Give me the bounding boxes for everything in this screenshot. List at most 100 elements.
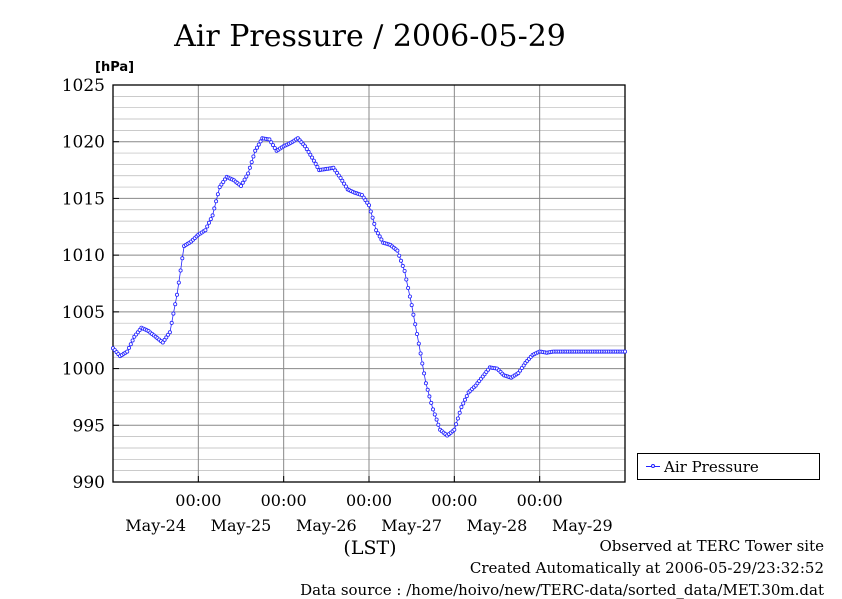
data-point bbox=[210, 213, 215, 218]
data-point bbox=[395, 248, 400, 253]
x-tick-label: 00:00 bbox=[346, 491, 392, 510]
data-point bbox=[425, 387, 430, 392]
data-point bbox=[246, 171, 251, 176]
footer-site: Observed at TERC Tower site bbox=[599, 537, 824, 555]
data-point bbox=[244, 174, 249, 179]
data-point bbox=[256, 142, 261, 147]
data-point bbox=[212, 206, 217, 211]
chart-title: Air Pressure / 2006-05-29 bbox=[173, 19, 566, 54]
data-point bbox=[343, 184, 348, 189]
data-point bbox=[269, 140, 274, 145]
x-day-label: May-29 bbox=[552, 516, 613, 535]
data-point bbox=[418, 351, 423, 356]
data-point bbox=[272, 145, 277, 150]
footer-created: Created Automatically at 2006-05-29/23:3… bbox=[469, 559, 824, 577]
y-tick-label: 1000 bbox=[62, 360, 105, 380]
legend: Air Pressure bbox=[637, 453, 820, 480]
data-point bbox=[427, 394, 432, 399]
data-point bbox=[238, 183, 243, 188]
footer-source: Data source : /home/hoivo/new/TERC-data/… bbox=[300, 581, 824, 599]
data-point bbox=[169, 320, 174, 325]
legend-marker-symbol bbox=[651, 464, 655, 468]
data-point bbox=[171, 311, 176, 316]
x-day-label: May-28 bbox=[467, 516, 528, 535]
data-point bbox=[240, 180, 245, 185]
y-tick-label: 1005 bbox=[62, 303, 105, 323]
data-point bbox=[414, 331, 419, 336]
data-point bbox=[311, 158, 316, 163]
data-point bbox=[306, 149, 311, 154]
data-point bbox=[372, 221, 377, 226]
data-point bbox=[422, 371, 427, 376]
data-point bbox=[377, 234, 382, 239]
data-point bbox=[459, 405, 464, 410]
data-point bbox=[398, 258, 403, 263]
data-point bbox=[370, 215, 375, 220]
data-point bbox=[215, 192, 220, 197]
data-point bbox=[400, 263, 405, 268]
data-point bbox=[173, 302, 178, 307]
data-point bbox=[518, 368, 523, 373]
data-point bbox=[206, 220, 211, 225]
x-day-label: May-27 bbox=[381, 516, 442, 535]
data-point bbox=[180, 256, 185, 261]
data-point bbox=[331, 165, 336, 170]
data-point bbox=[434, 417, 439, 422]
data-point bbox=[366, 203, 371, 208]
data-point bbox=[623, 349, 628, 354]
data-point bbox=[340, 178, 345, 183]
data-point bbox=[130, 338, 135, 343]
data-point bbox=[310, 155, 315, 160]
x-day-label: May-24 bbox=[125, 516, 186, 535]
data-point bbox=[258, 139, 263, 144]
x-axis-label: (LST) bbox=[343, 537, 396, 559]
data-point bbox=[304, 147, 309, 152]
data-point bbox=[461, 401, 466, 406]
data-point bbox=[127, 345, 132, 350]
data-point bbox=[174, 292, 179, 297]
data-point bbox=[363, 198, 368, 203]
x-tick-label: 00:00 bbox=[261, 491, 307, 510]
data-point bbox=[432, 412, 437, 417]
data-point bbox=[454, 422, 459, 427]
data-point bbox=[436, 422, 441, 427]
data-point bbox=[462, 397, 467, 402]
data-point bbox=[267, 137, 272, 142]
data-point bbox=[457, 410, 462, 415]
data-point bbox=[402, 268, 407, 273]
data-point bbox=[368, 209, 373, 214]
data-point bbox=[251, 154, 256, 159]
data-point bbox=[452, 427, 457, 432]
data-point bbox=[338, 175, 343, 180]
data-point bbox=[254, 145, 259, 150]
x-day-label: May-25 bbox=[211, 516, 272, 535]
data-point bbox=[208, 217, 213, 222]
data-point bbox=[374, 228, 379, 233]
x-tick-label: 00:00 bbox=[431, 491, 477, 510]
data-point bbox=[176, 280, 181, 285]
data-point bbox=[423, 381, 428, 386]
y-tick-label: 1010 bbox=[62, 246, 105, 266]
data-point bbox=[342, 181, 347, 186]
data-point bbox=[416, 341, 421, 346]
data-point bbox=[308, 152, 313, 157]
data-point bbox=[203, 228, 208, 233]
data-point bbox=[404, 277, 409, 282]
data-point bbox=[214, 199, 219, 204]
data-point bbox=[406, 285, 411, 290]
data-point bbox=[249, 160, 254, 165]
data-point bbox=[128, 342, 133, 347]
data-point bbox=[413, 322, 418, 327]
legend-label: Air Pressure bbox=[664, 458, 759, 476]
y-unit-label: [hPa] bbox=[95, 60, 134, 75]
data-point bbox=[409, 303, 414, 308]
data-point bbox=[178, 268, 183, 273]
data-point bbox=[429, 400, 434, 405]
y-tick-label: 990 bbox=[73, 473, 105, 493]
x-tick-label: 00:00 bbox=[517, 491, 563, 510]
data-point bbox=[242, 177, 247, 182]
data-point bbox=[315, 164, 320, 169]
data-point bbox=[164, 335, 169, 340]
y-tick-label: 995 bbox=[73, 416, 105, 436]
